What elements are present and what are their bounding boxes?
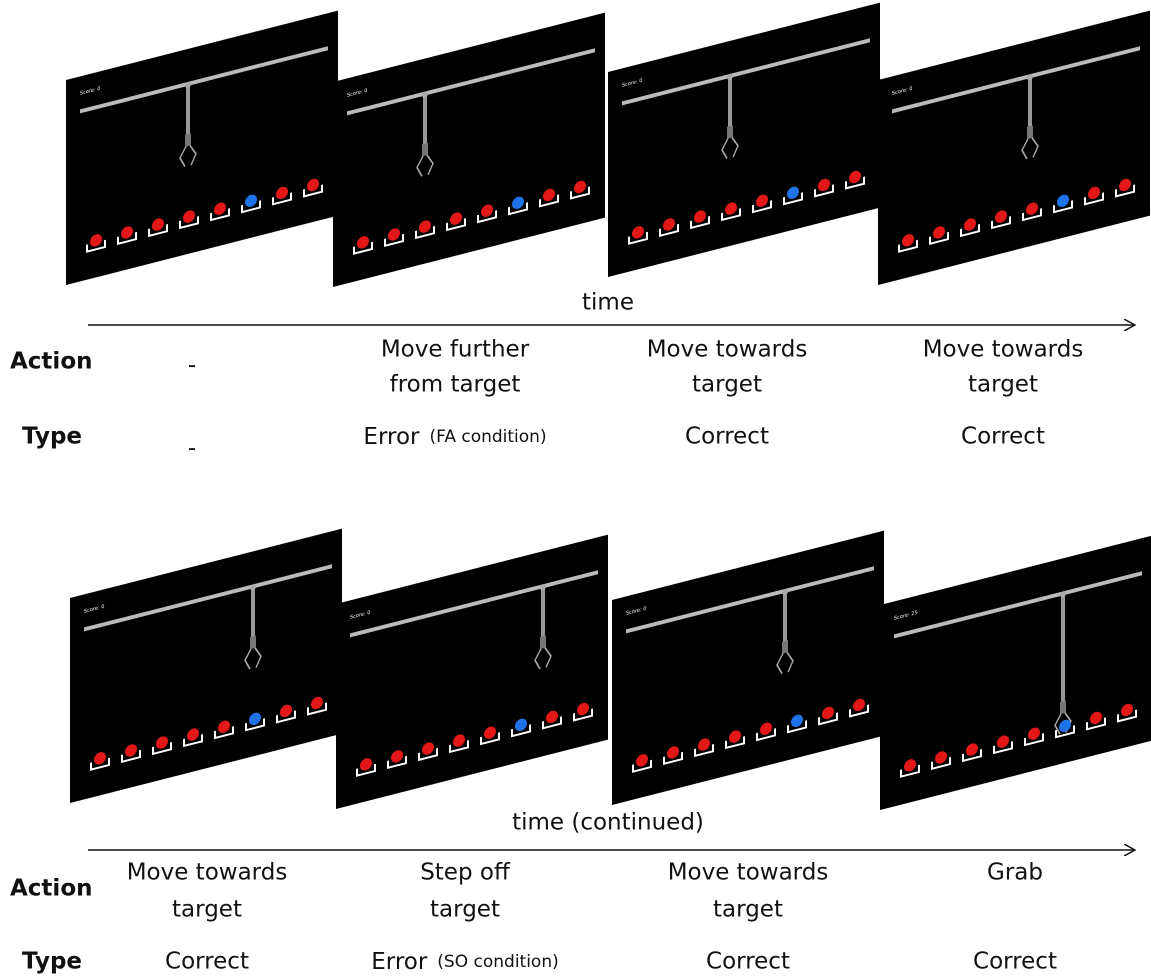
screen-bg: [878, 11, 1150, 285]
type-row-label: Type: [22, 949, 82, 975]
type-text: Error (SO condition): [371, 949, 559, 975]
screen-bg: [66, 11, 338, 285]
type-text: Correct: [165, 949, 249, 975]
action-text: target: [430, 897, 500, 923]
claw-head: [185, 133, 191, 147]
action-text: target: [968, 372, 1038, 398]
action-text: target: [172, 897, 242, 923]
screen-bg: [336, 535, 608, 809]
game-screen: Score: 0: [608, 3, 880, 277]
action-text: from target: [390, 372, 521, 398]
axis-label: time: [582, 290, 634, 316]
screen-bg: [70, 529, 342, 803]
action-text: Move further: [381, 337, 530, 363]
claw-head: [250, 636, 256, 650]
action-text: Step off: [420, 860, 511, 886]
game-screen: Score: 0: [333, 13, 605, 287]
axis-label: time (continued): [512, 810, 704, 836]
type-condition: (SO condition): [437, 952, 558, 972]
claw-head: [1027, 125, 1033, 139]
type-text: Correct: [961, 424, 1045, 450]
type-word: Error: [371, 949, 428, 975]
action-text: Grab: [987, 860, 1043, 886]
figure: Score: 0 - - Score: 0 Move further from targe…: [0, 0, 1151, 980]
game-screen: Score: 25: [880, 536, 1151, 810]
type-word: Error: [363, 424, 420, 450]
screen-bg: [333, 13, 605, 287]
type-row-label: Type: [22, 424, 82, 450]
action-row-label: Action: [10, 876, 93, 902]
claw-head: [727, 125, 733, 139]
game-screen: Score: 0: [612, 531, 884, 805]
claw-head: [540, 635, 546, 649]
type-text: Correct: [706, 949, 790, 975]
screen-bg: [612, 531, 884, 805]
game-screen: Score: 0: [66, 11, 338, 285]
action-text: target: [692, 372, 762, 398]
type-text: Correct: [973, 949, 1057, 975]
screen-bg: [880, 536, 1151, 810]
game-screen: Score: 0: [70, 529, 342, 803]
claw-head: [782, 640, 788, 654]
screen-bg: [608, 3, 880, 277]
type-text: -: [188, 436, 196, 462]
claw-head: [422, 143, 428, 157]
type-text: Error (FA condition): [363, 424, 546, 450]
type-text: Correct: [685, 424, 769, 450]
game-screen: Score: 0: [336, 535, 608, 809]
action-text: Move towards: [923, 337, 1084, 363]
action-text: Move towards: [668, 860, 829, 886]
action-text: Move towards: [127, 860, 288, 886]
claw-head: [1060, 701, 1066, 715]
game-screen: Score: 0: [878, 11, 1150, 285]
action-text: target: [713, 897, 783, 923]
action-text: Move towards: [647, 337, 808, 363]
type-condition: (FA condition): [429, 427, 546, 447]
action-text: -: [188, 353, 196, 379]
action-row-label: Action: [10, 349, 93, 375]
